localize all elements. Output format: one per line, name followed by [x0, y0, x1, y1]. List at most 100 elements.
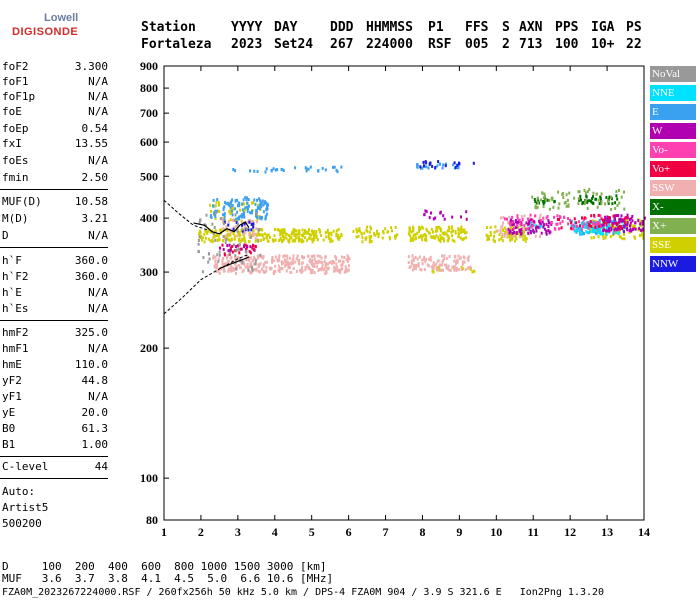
echo-point — [236, 198, 239, 202]
echo-point — [298, 268, 301, 272]
echo-point — [376, 232, 379, 235]
echo-point — [302, 239, 305, 243]
echo-point — [260, 217, 263, 221]
echo-point — [453, 268, 456, 272]
echo-point — [451, 265, 454, 269]
echo-point — [578, 190, 581, 194]
echo-point — [201, 236, 204, 240]
echo-point — [623, 237, 626, 241]
echo-point — [309, 165, 312, 169]
legend-item-w: W — [650, 123, 696, 139]
param-name: h`Es — [2, 302, 29, 315]
echo-point — [267, 233, 270, 237]
echo-point — [255, 233, 258, 237]
echo-point — [515, 232, 518, 235]
echo-point — [234, 272, 237, 275]
echo-point — [613, 221, 616, 225]
echo-point — [425, 227, 428, 231]
echo-point — [305, 231, 308, 235]
echo-point — [581, 222, 584, 226]
echo-point — [598, 218, 601, 222]
echo-point — [534, 224, 537, 228]
echo-point — [618, 220, 621, 224]
echo-point — [303, 256, 306, 260]
echo-point — [604, 202, 607, 206]
echo-point — [214, 259, 217, 263]
param-value: N/A — [88, 229, 108, 242]
echo-point — [608, 223, 610, 227]
echo-point — [263, 202, 266, 206]
echo-point — [424, 236, 427, 240]
echo-point — [320, 234, 323, 237]
echo-point — [618, 231, 621, 235]
param-value: N/A — [88, 75, 108, 88]
echo-point — [214, 204, 217, 208]
echo-point — [438, 162, 441, 166]
echo-point — [543, 192, 546, 196]
echo-point — [252, 201, 255, 205]
header-label-day: DAY — [274, 20, 298, 35]
echo-point — [456, 261, 459, 264]
echo-point — [591, 197, 594, 200]
echo-point — [223, 217, 226, 221]
echo-point — [542, 200, 545, 203]
param-divider — [0, 478, 108, 479]
echo-point — [259, 216, 262, 220]
echo-point — [446, 267, 449, 271]
echo-point — [233, 268, 236, 272]
echo-point — [394, 226, 397, 229]
echo-point — [238, 247, 240, 251]
echo-point — [465, 210, 468, 214]
echo-point — [455, 267, 458, 271]
echo-point — [596, 227, 599, 231]
echo-point — [213, 265, 216, 269]
header-label-s: S — [502, 20, 510, 35]
echo-point — [573, 196, 576, 200]
echo-point — [229, 233, 232, 237]
echo-point — [462, 237, 465, 241]
logo-bottom-text: DIGISONDE — [12, 26, 79, 38]
echo-point — [212, 254, 215, 258]
echo-point — [464, 231, 466, 235]
echo-point — [573, 221, 576, 225]
echo-point — [499, 230, 502, 234]
echo-point — [212, 204, 214, 208]
echo-point — [431, 164, 434, 168]
echo-point — [267, 203, 270, 207]
echo-point — [286, 262, 288, 266]
param-name: hmE — [2, 358, 22, 371]
echo-point — [596, 205, 599, 209]
echo-point — [508, 221, 511, 225]
echo-point — [604, 220, 607, 223]
echo-point — [424, 260, 427, 264]
echo-point — [501, 233, 504, 236]
echo-point — [370, 234, 373, 238]
echo-point — [579, 224, 581, 228]
echo-point — [543, 200, 546, 204]
echo-point — [232, 227, 235, 231]
echo-point — [607, 220, 609, 224]
echo-point — [343, 270, 346, 274]
echo-point — [316, 265, 318, 269]
echo-point — [345, 269, 348, 273]
param-value: N/A — [88, 105, 108, 118]
echo-point — [217, 234, 220, 238]
echo-point — [581, 230, 584, 234]
echo-point — [425, 210, 428, 214]
echo-point — [301, 228, 304, 232]
echo-point — [501, 235, 504, 238]
echo-point — [317, 261, 319, 265]
header-label-station: Station — [141, 20, 196, 35]
echo-point — [535, 226, 537, 230]
echo-point — [590, 228, 593, 232]
echo-point — [289, 235, 292, 239]
echo-point — [221, 243, 224, 247]
echo-point — [467, 255, 470, 259]
echo-point — [283, 236, 285, 240]
echo-point — [504, 226, 507, 230]
echo-point — [302, 234, 304, 238]
echo-point — [271, 260, 273, 264]
echo-point — [254, 245, 257, 248]
echo-point — [288, 238, 291, 242]
